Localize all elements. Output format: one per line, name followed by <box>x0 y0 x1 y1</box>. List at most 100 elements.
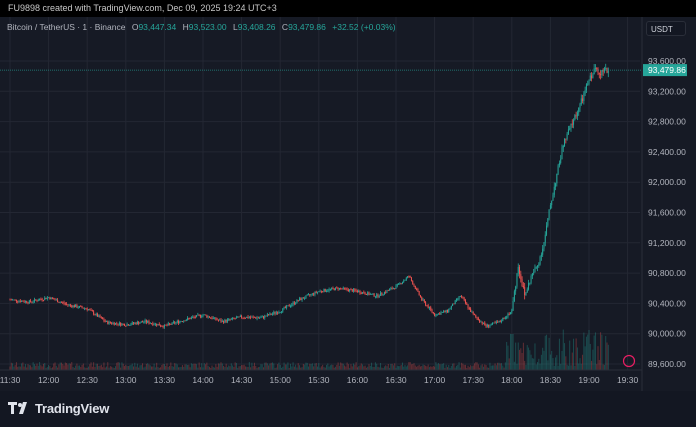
volume-bar <box>607 344 609 370</box>
volume-bar <box>450 365 452 370</box>
candle-body <box>131 322 133 325</box>
volume-bar <box>565 356 567 370</box>
candle-body <box>237 316 239 318</box>
candle-body <box>305 295 307 299</box>
volume-bar <box>113 367 115 370</box>
y-tick-label: 92,000.00 <box>648 177 686 187</box>
candle-body <box>178 321 180 324</box>
volume-bar <box>111 366 113 370</box>
volume-bar <box>351 366 353 370</box>
volume-bar <box>436 364 438 370</box>
volume-bar <box>134 362 136 370</box>
candle-body <box>344 287 346 289</box>
alert-icon[interactable] <box>622 354 636 368</box>
candle-body <box>436 313 438 316</box>
candle-body <box>193 316 195 318</box>
volume-bar <box>399 366 401 370</box>
volume-bar <box>503 367 505 370</box>
volume-bar <box>501 363 503 370</box>
candle-body <box>461 296 463 298</box>
volume-bar <box>135 366 137 370</box>
volume-bar <box>404 365 406 370</box>
tradingview-logo[interactable]: TradingView <box>8 400 109 416</box>
candle-body <box>120 322 122 326</box>
candle-body <box>407 276 409 278</box>
candle-body <box>317 291 319 293</box>
candle-body <box>13 299 15 301</box>
chart-panel[interactable] <box>0 17 696 391</box>
candle-body <box>504 317 506 319</box>
volume-bar <box>14 365 16 370</box>
volume-bar <box>511 334 513 370</box>
volume-bar <box>405 366 407 370</box>
candle-body <box>594 67 596 69</box>
volume-bar <box>99 365 101 370</box>
volume-bar <box>419 366 421 370</box>
volume-bar <box>120 367 122 370</box>
volume-bar <box>289 363 291 370</box>
candle-body <box>331 287 333 290</box>
volume-bar <box>373 366 375 370</box>
candle-body <box>597 69 599 73</box>
volume-bar <box>238 366 240 370</box>
volume-bar <box>256 367 258 370</box>
candle-body <box>266 314 268 317</box>
volume-bar <box>62 363 64 370</box>
candle-body <box>247 316 249 318</box>
candle-body <box>149 323 151 325</box>
currency-button[interactable]: USDT <box>646 21 686 36</box>
volume-bar <box>578 363 580 370</box>
candle-body <box>10 299 12 301</box>
candle-body <box>12 299 14 301</box>
volume-bar <box>190 363 192 370</box>
candle-body <box>336 287 338 289</box>
volume-bar <box>308 366 310 370</box>
volume-bar <box>418 364 420 370</box>
volume-bar <box>112 367 114 370</box>
candle-body <box>180 321 182 323</box>
volume-bar <box>121 362 123 370</box>
volume-bar <box>214 367 216 370</box>
volume-bar <box>383 366 385 370</box>
candle-body <box>419 295 421 298</box>
volume-bar <box>87 366 89 370</box>
candle-body <box>349 289 351 292</box>
candle-body <box>80 306 82 307</box>
candle-body <box>112 322 114 324</box>
volume-bar <box>561 350 563 370</box>
candle-body <box>96 313 98 317</box>
candle-body <box>26 301 28 303</box>
x-tick-label: 16:30 <box>385 375 407 385</box>
candle-body <box>175 322 177 324</box>
volume-bar <box>569 340 571 370</box>
candle-body <box>68 304 70 306</box>
candle-body <box>214 317 216 319</box>
volume-bar <box>524 360 526 370</box>
volume-bar <box>91 366 93 370</box>
candle-body <box>346 288 348 290</box>
candle-body <box>90 309 92 311</box>
volume-bar <box>546 334 548 370</box>
volume-bar <box>426 366 428 370</box>
candle-body <box>127 324 129 326</box>
volume-bar <box>319 367 321 370</box>
candle-body <box>69 304 71 306</box>
candle-body <box>241 315 243 318</box>
candle-body <box>448 309 450 313</box>
candle-body <box>9 299 11 301</box>
candle-body <box>455 298 457 301</box>
volume-bar <box>582 354 584 370</box>
candle-body <box>22 300 24 302</box>
candle-body <box>71 305 73 308</box>
candle-body <box>534 267 536 273</box>
candle-body <box>252 316 254 318</box>
volume-bar <box>485 365 487 370</box>
volume-bar <box>529 350 531 370</box>
candle-body <box>311 293 313 295</box>
price-chart[interactable]: 93,600.00 93,200.00 92,800.00 92,400.00 92,0… <box>0 0 696 391</box>
candle-body <box>35 299 37 301</box>
volume-bar <box>320 366 322 370</box>
volume-bar <box>185 364 187 370</box>
candle-body <box>374 296 376 298</box>
volume-bar <box>95 363 97 370</box>
